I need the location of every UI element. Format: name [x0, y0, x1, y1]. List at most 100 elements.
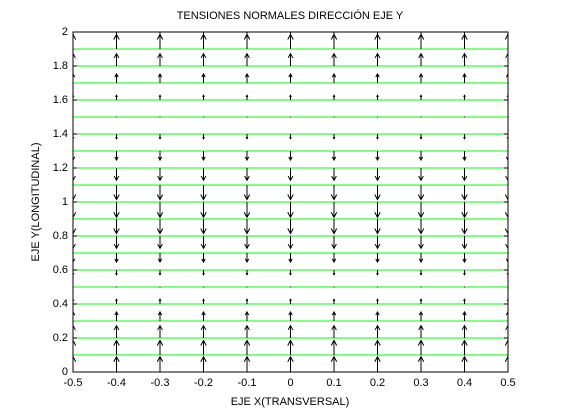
arrow [114, 310, 119, 321]
chart-title: TENSIONES NORMALES DIRECCIÓN EJE Y [177, 9, 404, 22]
arrow [461, 185, 468, 201]
arrow [156, 219, 164, 235]
arrow [332, 270, 336, 276]
arrow [200, 339, 207, 355]
arrow [418, 168, 424, 182]
x-tick-label: 0 [287, 377, 293, 389]
x-tick-label: 0.2 [370, 377, 385, 389]
arrow [73, 72, 76, 83]
arrow [244, 253, 250, 264]
arrow [506, 298, 508, 304]
axes-layer: -0.5 -0.4 -0.3 -0.2 -0.1 0 0.1 0.2 0.3 0.4 0.5 0 0.2… [53, 26, 516, 389]
y-tick-label: 1.8 [53, 60, 68, 72]
arrow [461, 219, 468, 235]
arrow [505, 324, 508, 338]
arrow [330, 185, 338, 201]
arrow [461, 324, 468, 338]
arrow [245, 134, 249, 140]
arrow [331, 324, 337, 338]
arrow [73, 355, 77, 372]
arrow [244, 168, 250, 182]
arrow [418, 72, 424, 83]
arrow [505, 310, 508, 321]
arrow [331, 52, 337, 66]
arrow [202, 298, 205, 304]
y-tick-label: 1.2 [53, 162, 68, 174]
arrow [73, 236, 76, 250]
arrow [157, 168, 163, 182]
arrow [202, 270, 205, 276]
arrow [505, 52, 508, 66]
arrow [113, 185, 120, 201]
arrow [374, 236, 381, 250]
arrow [200, 185, 207, 201]
arrow [200, 324, 207, 338]
arrow [331, 168, 337, 182]
arrow [418, 236, 424, 250]
arrow [157, 310, 163, 321]
arrow [288, 253, 293, 264]
arrow [504, 33, 508, 49]
arrow [158, 134, 162, 140]
arrow [504, 185, 508, 201]
arrow [332, 134, 336, 140]
arrow [245, 94, 249, 100]
arrow [156, 185, 164, 201]
arrow [288, 310, 293, 321]
arrow [418, 151, 424, 162]
arrow [244, 310, 250, 321]
arrow [113, 324, 120, 338]
arrow [504, 202, 508, 219]
arrow [418, 324, 424, 338]
arrow [200, 168, 207, 182]
arrow [331, 253, 337, 264]
arrow [506, 270, 508, 276]
arrow [375, 72, 380, 83]
arrow [158, 94, 162, 100]
y-tick-label: 0.4 [53, 298, 68, 310]
arrow [417, 185, 425, 201]
arrow [289, 94, 292, 100]
arrow [332, 298, 336, 304]
arrow [461, 168, 468, 182]
arrow [156, 202, 164, 219]
arrow [115, 270, 118, 276]
plot-layer [73, 32, 508, 372]
arrow [374, 168, 381, 182]
arrow [463, 94, 466, 100]
y-tick-label: 0.2 [53, 332, 68, 344]
arrow [157, 324, 163, 338]
arrow [73, 33, 77, 49]
arrow [331, 72, 337, 83]
arrow [418, 253, 424, 264]
arrow [505, 151, 508, 162]
arrow [506, 134, 508, 140]
arrow [374, 202, 381, 219]
arrow [243, 219, 251, 235]
arrow [462, 151, 467, 162]
y-tick-label: 1.6 [53, 94, 68, 106]
arrow [463, 270, 466, 276]
arrow [462, 253, 467, 264]
x-tick-label: 0.1 [326, 377, 341, 389]
arrow [330, 339, 338, 355]
arrow [244, 52, 250, 66]
arrow [200, 236, 207, 250]
y-tick-label: 1.4 [53, 128, 68, 140]
arrow [73, 94, 75, 100]
arrow [113, 236, 120, 250]
arrow [115, 134, 118, 140]
x-tick-label: -0.1 [238, 377, 257, 389]
arrow [158, 298, 162, 304]
arrow [158, 270, 162, 276]
arrow [376, 134, 379, 140]
arrow [73, 185, 77, 201]
arrow [115, 298, 118, 304]
arrow [289, 134, 292, 140]
arrow [244, 236, 250, 250]
arrow [289, 270, 292, 276]
arrow [505, 72, 508, 83]
y-tick-label: 1 [62, 196, 68, 208]
arrow [376, 298, 379, 304]
arrow [287, 185, 294, 201]
